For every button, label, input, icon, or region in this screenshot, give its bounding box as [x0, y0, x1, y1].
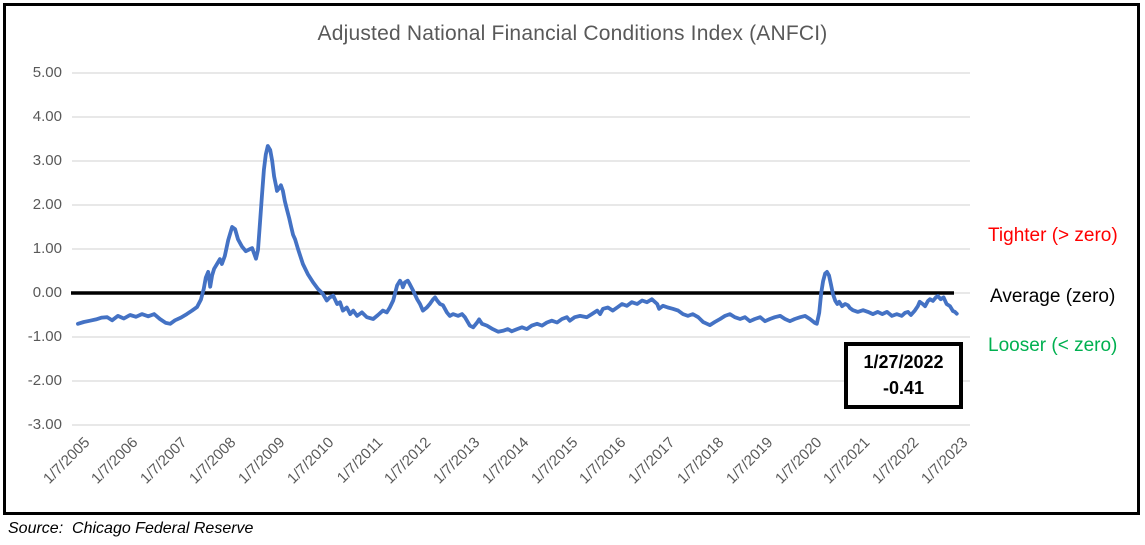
y-tick-label: -3.00 [27, 416, 62, 433]
annotation-tighter: Tighter (> zero) [988, 225, 1118, 246]
y-tick-label: 0.00 [32, 284, 62, 301]
chart-frame [3, 3, 1140, 515]
annotation-average: Average (zero) [990, 286, 1116, 307]
callout-box: 1/27/2022 -0.41 [844, 342, 963, 409]
annotation-looser: Looser (< zero) [988, 335, 1118, 356]
source-note: Source: Chicago Federal Reserve [8, 520, 254, 537]
y-tick-label: 5.00 [32, 64, 62, 81]
y-tick-label: -1.00 [27, 328, 62, 345]
y-tick-label: 4.00 [32, 108, 62, 125]
y-tick-label: -2.00 [27, 372, 62, 389]
y-tick-label: 3.00 [32, 152, 62, 169]
callout-date: 1/27/2022 [863, 352, 944, 372]
y-tick-label: 1.00 [32, 240, 62, 257]
chart-title: Adjusted National Financial Conditions I… [317, 22, 828, 45]
callout-value: -0.41 [882, 378, 925, 398]
anfci-line [76, 144, 959, 334]
y-tick-label: 2.00 [32, 196, 62, 213]
